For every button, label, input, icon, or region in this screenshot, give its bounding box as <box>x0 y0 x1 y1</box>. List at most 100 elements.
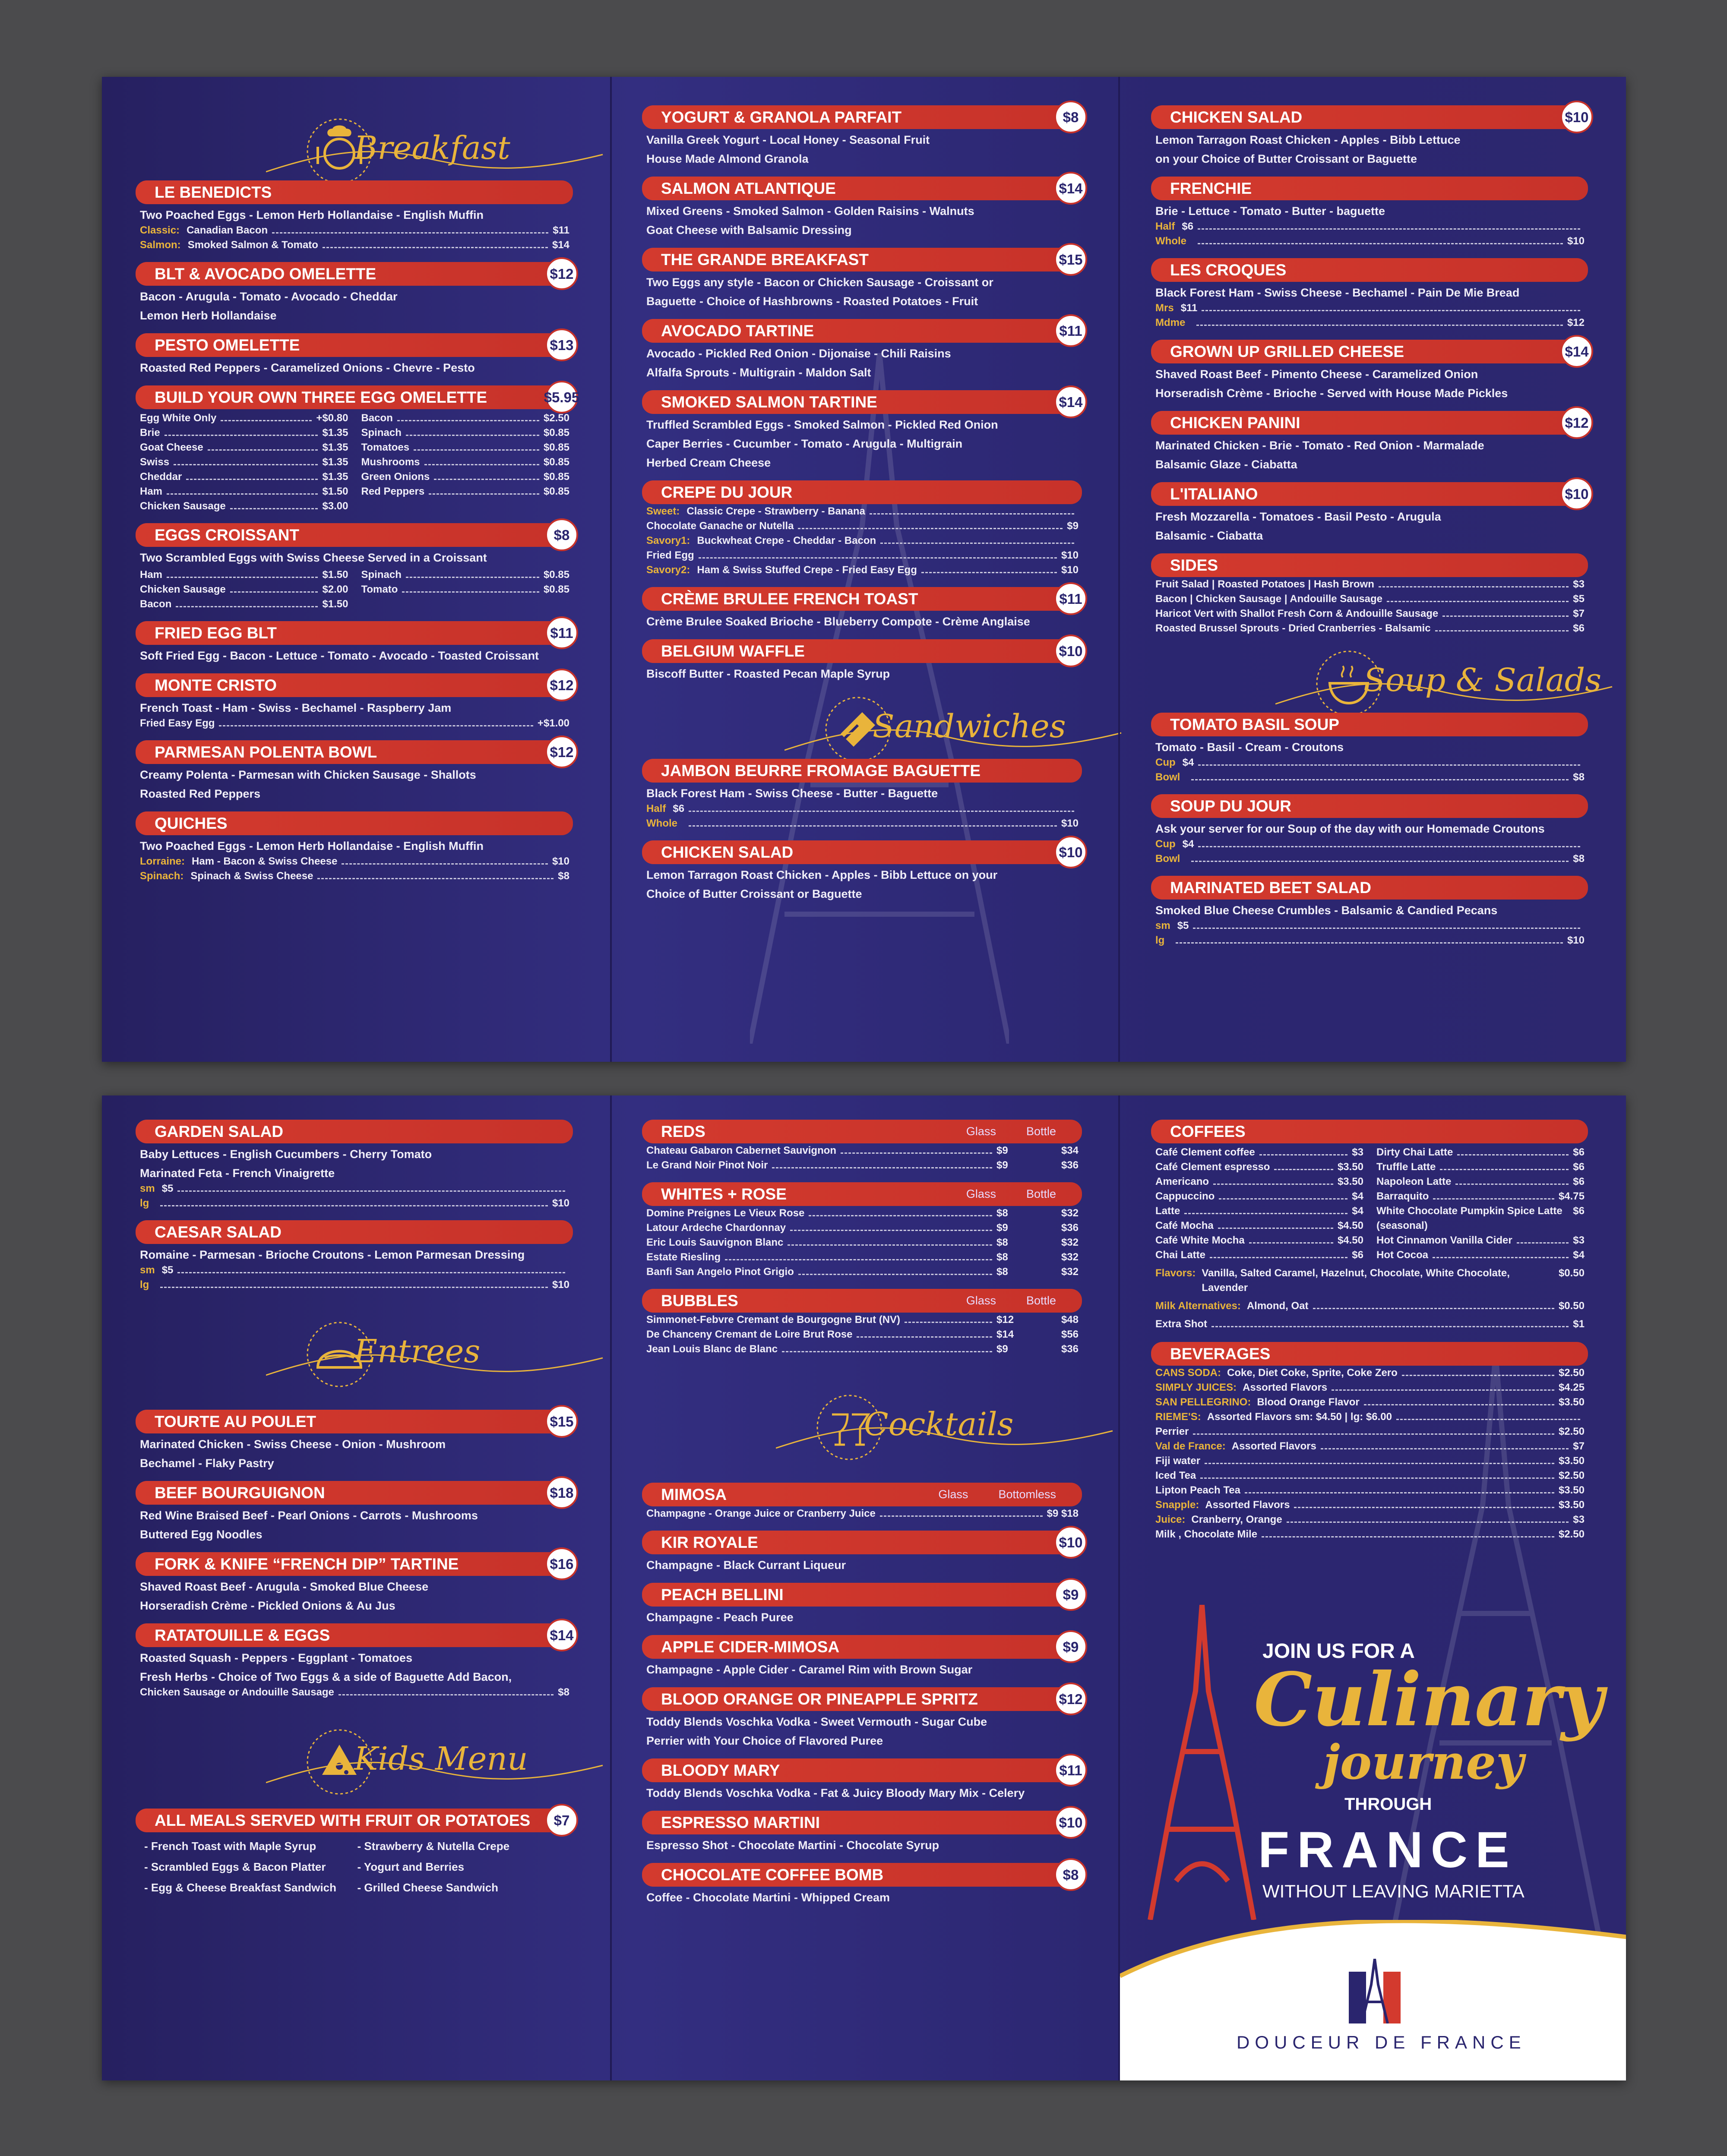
promo-culinary: Culinary <box>1254 1657 1604 1743</box>
dotted-leader <box>1196 316 1563 326</box>
coffee-row: Truffle Latte $6 <box>1376 1160 1585 1174</box>
menu-item: SMOKED SALMON TARTINE $14 Truffled Scrambl… <box>642 385 1087 473</box>
dotted-leader <box>782 1342 992 1352</box>
addon-name: Red Peppers <box>361 486 425 497</box>
glass-price: $9 <box>996 1145 1008 1156</box>
dotted-leader <box>1198 234 1563 244</box>
item-name: GROWN UP GRILLED CHEESE <box>1170 343 1404 360</box>
row-label: lg <box>1155 934 1165 946</box>
dotted-leader <box>841 1143 992 1154</box>
beverage-row: Val de France: Assorted Flavors $7 <box>1151 1439 1590 1454</box>
menu-item: COFFEES Café Clement coffee $3 Café Clement… <box>1151 1120 1590 1333</box>
bottle-price: $36 <box>1061 1222 1079 1234</box>
price-row: Classic: Canadian Bacon $11 <box>136 223 575 238</box>
item-description: Toddy Blends Voschka Vodka - Fat & Juicy… <box>646 1787 1025 1799</box>
menu-item: PARMESAN POLENTA BOWL $12 Creamy Polenta -… <box>136 736 578 804</box>
wine-name: Banfi San Angelo Pinot Grigio <box>646 1266 794 1278</box>
row-text: Perrier <box>1155 1426 1189 1437</box>
addon-column: Ham $1.50 Chicken Sausage $2.00 Bacon $1.50 <box>140 568 348 612</box>
row-price: $10 <box>552 1197 569 1209</box>
item-description: Roasted Squash - Peppers - Eggplant - To… <box>140 1651 413 1664</box>
wine-name: Domine Preignes Le Vieux Rose <box>646 1207 805 1219</box>
item-name: BELGIUM WAFFLE <box>661 642 805 660</box>
menu-item: BLT & AVOCADO OMELETTE $12 Bacon - Arugula… <box>136 257 578 325</box>
addon-name: Bacon <box>140 598 172 610</box>
price-row: sm $5 <box>136 1263 575 1278</box>
item-price-badge: $10 <box>1054 836 1087 868</box>
col-header-1: Glass <box>966 1294 996 1307</box>
menu-item: BUBBLES Glass Bottle Simmonet-Febvre Creman… <box>642 1289 1084 1358</box>
row-price: $10 <box>1061 818 1079 829</box>
price-row: Chocolate Ganache or Nutella $9 <box>642 519 1084 533</box>
item-description: on your Choice of Butter Croissant or Ba… <box>1155 152 1417 165</box>
item-description: Marinated Chicken - Swiss Cheese - Onion… <box>140 1438 446 1451</box>
row-label: Sweet: <box>646 505 680 517</box>
price-row: Fried Egg $10 <box>642 548 1084 563</box>
row-text: Iced Tea <box>1155 1470 1196 1481</box>
bottle-price: $32 <box>1061 1207 1079 1219</box>
col-header-2: Bottle <box>1026 1294 1056 1307</box>
menu-item: CHOCOLATE COFFEE BOMB $8 Coffee - Chocolat… <box>642 1858 1087 1907</box>
dotted-leader <box>176 597 318 607</box>
item-price-badge: $16 <box>545 1547 578 1580</box>
row-label: Savory1: <box>646 535 690 546</box>
dotted-leader <box>1455 1174 1569 1185</box>
row-price: $7 <box>1573 608 1585 619</box>
item-description: Red Wine Braised Beef - Pearl Onions - C… <box>140 1509 478 1522</box>
row-price: $2.50 <box>1558 1528 1585 1540</box>
item-name-bar: KIR ROYALE $10 <box>642 1526 1087 1559</box>
menu-item: RATATOUILLE & EGGS $14 Roasted Squash - Pe… <box>136 1619 578 1701</box>
addon-row: Red Peppers $0.85 <box>361 484 570 499</box>
item-price-badge: $9 <box>1054 1578 1087 1611</box>
dotted-leader <box>1211 1317 1569 1327</box>
dotted-leader <box>1396 1410 1580 1420</box>
row-text: Champagne - Orange Juice or Cranberry Ju… <box>646 1508 876 1519</box>
item-name-bar: LES CROQUES <box>1151 258 1588 282</box>
price-row: sm $5 <box>1151 919 1590 933</box>
menu-item: YOGURT & GRANOLA PARFAIT $8 Vanilla Greek … <box>642 101 1087 169</box>
entree-items: TOURTE AU POULET $15 Marinated Chicken - S… <box>102 1405 610 1701</box>
dotted-leader <box>689 802 1074 812</box>
item-name-bar: BLT & AVOCADO OMELETTE $12 <box>136 257 578 290</box>
item-price-badge: $12 <box>1054 1683 1087 1715</box>
row-label: sm <box>140 1264 155 1276</box>
dotted-leader <box>790 1221 992 1231</box>
item-name-bar: LE BENEDICTS <box>136 180 573 204</box>
item-description: Champagne - Apple Cider - Caramel Rim wi… <box>646 1663 973 1676</box>
dotted-leader <box>429 484 539 495</box>
kids-item: - Grilled Cheese Sandwich <box>357 1881 499 1894</box>
addon-name: Ham <box>140 486 163 497</box>
addon-price: $0.85 <box>543 427 569 439</box>
item-price-badge: $12 <box>545 257 578 290</box>
wine-row: De Chanceny Cremant de Loire Brut Rose $1… <box>642 1327 1084 1342</box>
item-price-badge: $5.95 <box>544 381 579 414</box>
kids-item: - French Toast with Maple Syrup <box>144 1840 316 1853</box>
addon-column: Bacon $2.50 Spinach $0.85 Tomatoes $0.85 Mushr… <box>361 411 570 514</box>
soup-items: TOMATO BASIL SOUP Tomato - Basil - Cream … <box>1120 713 1626 950</box>
item-name-bar: CHICKEN SALAD $10 <box>642 836 1087 868</box>
item-name: QUICHES <box>155 814 228 832</box>
glass-price: $9 <box>996 1343 1008 1355</box>
price-row: Half $6 <box>1151 219 1590 234</box>
row-text: Buckwheat Crepe - Cheddar - Bacon <box>697 535 876 546</box>
promo-france: FRANCE <box>1258 1821 1517 1878</box>
menu-item: APPLE CIDER-MIMOSA $9 Champagne - Apple Ci… <box>642 1630 1087 1679</box>
item-name: EGGS CROISSANT <box>155 526 300 544</box>
item-name: L'ITALIANO <box>1170 485 1258 503</box>
entrees-panel: GARDEN SALAD Baby Lettuces - English Cucu… <box>102 1095 610 2080</box>
menu-item: SALMON ATLANTIQUE $14 Mixed Greens - Smoke… <box>642 172 1087 240</box>
dotted-leader <box>230 499 318 509</box>
menu-item: REDS Glass Bottle Chateau Gabaron Cabernet … <box>642 1120 1084 1174</box>
item-name-bar: COFFEES <box>1151 1120 1588 1143</box>
column-headers: Glass Bottle <box>966 1182 1056 1206</box>
wine-row: Simmonet-Febvre Cremant de Bourgogne Bru… <box>642 1313 1084 1327</box>
item-name-bar: FRIED EGG BLT $11 <box>136 616 578 649</box>
bottle-price: $56 <box>1061 1329 1079 1340</box>
item-name-bar: L'ITALIANO $10 <box>1151 477 1593 510</box>
row-text: Almond, Oat <box>1246 1300 1309 1312</box>
item-name-bar: TOURTE AU POULET $15 <box>136 1405 578 1438</box>
item-name: CAESAR SALAD <box>155 1223 282 1241</box>
row-text: $5 <box>161 1264 174 1276</box>
row-label: Cup <box>1155 838 1176 850</box>
addon-price: $0.85 <box>543 456 569 468</box>
